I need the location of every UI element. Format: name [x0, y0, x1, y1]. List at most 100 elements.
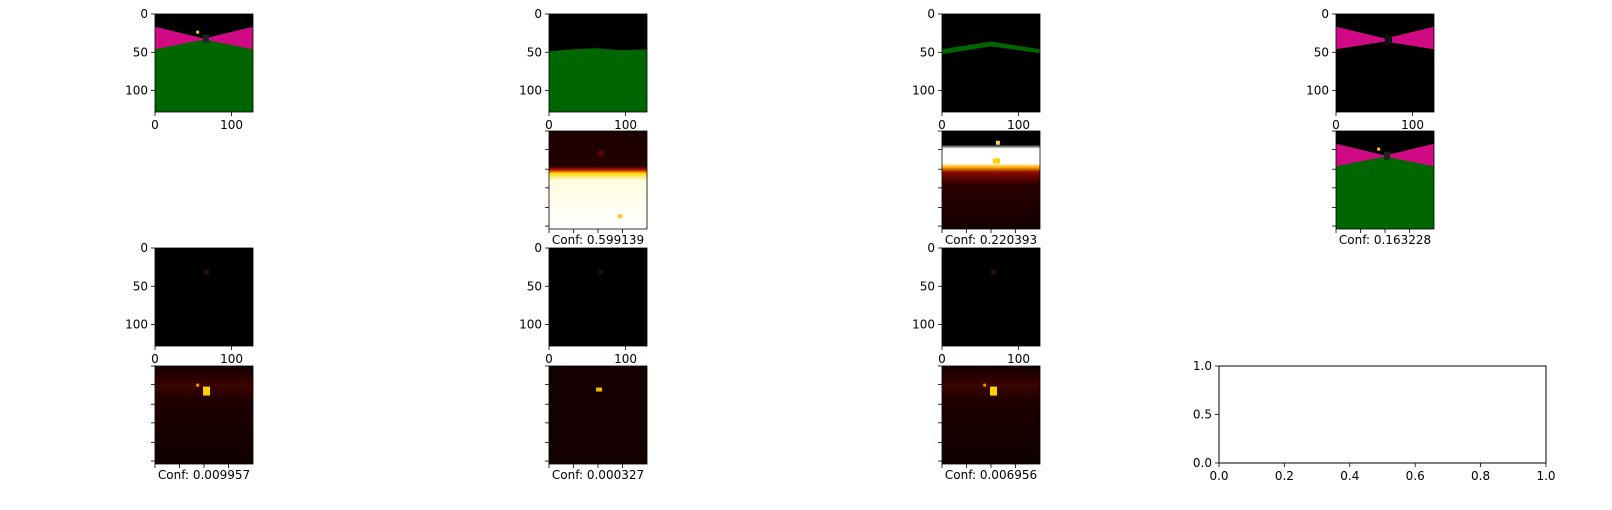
y-tick-label: 50 [920, 279, 935, 293]
x-tick-label: 1.0 [1536, 469, 1555, 483]
heat-region [942, 131, 1040, 229]
y-tick-label: 0 [140, 7, 148, 21]
panel-r4c2: Conf: 0.000327 [545, 365, 648, 482]
y-tick-label: 100 [125, 318, 148, 332]
y-tick-label: 0.5 [1193, 408, 1212, 422]
x-tick-label: 100 [614, 118, 637, 132]
confidence-caption: Conf: 0.000327 [552, 468, 644, 482]
x-tick-label: 0 [1332, 118, 1340, 132]
axes-background [1219, 366, 1546, 463]
object-marker [196, 30, 200, 34]
hot-spot [196, 383, 200, 387]
y-tick-label: 50 [527, 279, 542, 293]
hot-spot [598, 150, 604, 157]
sky-region [1336, 14, 1434, 112]
y-tick-label: 0 [1321, 7, 1329, 21]
panel-r2c4: Conf: 0.163228 [1332, 130, 1435, 247]
axes-frame [154, 13, 254, 113]
wall-region [155, 26, 253, 50]
panel-r4c1: Conf: 0.009957 [151, 365, 254, 482]
x-tick-label: 0.8 [1471, 469, 1490, 483]
object-marker [598, 269, 603, 275]
wall-region [1336, 143, 1434, 167]
panel-r4c4: 0.0 0.2 0.4 0.6 0.8 1.0 0.0 0.5 1.0 [1193, 359, 1556, 483]
dark-region [155, 248, 253, 346]
ground-region [155, 39, 253, 113]
y-tick-label: 100 [1306, 84, 1329, 98]
y-tick-label: 0.0 [1193, 456, 1212, 470]
panel-r1c3: 0 100 0 50 100 [912, 7, 1041, 132]
hot-spot [596, 387, 603, 392]
confidence-caption: Conf: 0.220393 [945, 233, 1037, 247]
panel-r2c2: Conf: 0.599139 [545, 130, 648, 247]
x-tick-label: 0 [151, 118, 159, 132]
hot-spot [992, 158, 1000, 164]
hot-spot [617, 214, 623, 219]
x-tick-label: 0.0 [1209, 469, 1228, 483]
x-tick-label: 0 [151, 352, 159, 366]
x-tick-label: 0 [545, 118, 553, 132]
y-tick-label: 0 [927, 7, 935, 21]
x-tick-label: 0.2 [1275, 469, 1294, 483]
x-tick-label: 0 [938, 118, 946, 132]
y-tick-label: 50 [1314, 45, 1329, 59]
x-tick-label: 0.6 [1406, 469, 1425, 483]
heat-region [155, 366, 253, 464]
confidence-caption: Conf: 0.009957 [158, 468, 250, 482]
x-tick-label: 100 [1007, 352, 1030, 366]
panel-r4c3: Conf: 0.006956 [938, 365, 1041, 482]
axes-frame [548, 13, 648, 113]
hot-spot [983, 383, 987, 387]
x-tick-label: 100 [1401, 118, 1424, 132]
hot-spot [203, 386, 211, 396]
y-tick-label: 0 [927, 241, 935, 255]
confidence-caption: Conf: 0.599139 [552, 233, 644, 247]
hot-spot [990, 386, 998, 396]
ground-region [549, 48, 647, 112]
y-tick-label: 50 [920, 45, 935, 59]
x-tick-label: 100 [1007, 118, 1030, 132]
object-marker [203, 34, 210, 43]
confidence-caption: Conf: 0.163228 [1339, 233, 1431, 247]
confidence-caption: Conf: 0.006956 [945, 468, 1037, 482]
dark-region [942, 248, 1040, 346]
y-tick-label: 100 [125, 84, 148, 98]
object-marker [1385, 35, 1392, 45]
y-tick-label: 100 [912, 84, 935, 98]
y-tick-label: 50 [133, 45, 148, 59]
axes-frame [941, 13, 1041, 113]
y-tick-label: 0 [534, 7, 542, 21]
panel-r3c1: 0 100 0 50 100 [125, 241, 254, 366]
y-tick-label: 0 [534, 241, 542, 255]
panel-r1c2: 0 100 0 50 100 [519, 7, 648, 132]
heat-region [549, 366, 647, 464]
object-marker [1384, 151, 1391, 160]
axes-frame [1335, 13, 1435, 113]
heat-region [942, 366, 1040, 464]
axes-frame [548, 247, 648, 347]
heat-region [549, 131, 647, 229]
y-tick-label: 1.0 [1193, 359, 1212, 373]
dark-region [549, 248, 647, 346]
sky-region [942, 14, 1040, 112]
panel-r3c2: 0 100 0 50 100 [519, 241, 648, 366]
y-tick-label: 100 [519, 84, 542, 98]
object-marker [204, 269, 209, 275]
object-marker [991, 269, 996, 275]
axes-frame [941, 247, 1041, 347]
panel-r3c3: 0 100 0 50 100 [912, 241, 1041, 366]
ground-region [1336, 156, 1434, 229]
wall-region [1336, 26, 1434, 50]
x-tick-label: 0 [938, 352, 946, 366]
x-tick-label: 0 [545, 352, 553, 366]
edge-band [942, 41, 1040, 55]
x-tick-label: 0.4 [1340, 469, 1359, 483]
x-tick-label: 100 [220, 118, 243, 132]
y-tick-label: 50 [133, 279, 148, 293]
panel-r1c4: 0 100 0 50 100 [1306, 7, 1435, 132]
axes-frame [154, 247, 254, 347]
x-tick-label: 100 [614, 352, 637, 366]
object-marker [1377, 147, 1381, 151]
panel-r2c3: Conf: 0.220393 [938, 130, 1041, 247]
